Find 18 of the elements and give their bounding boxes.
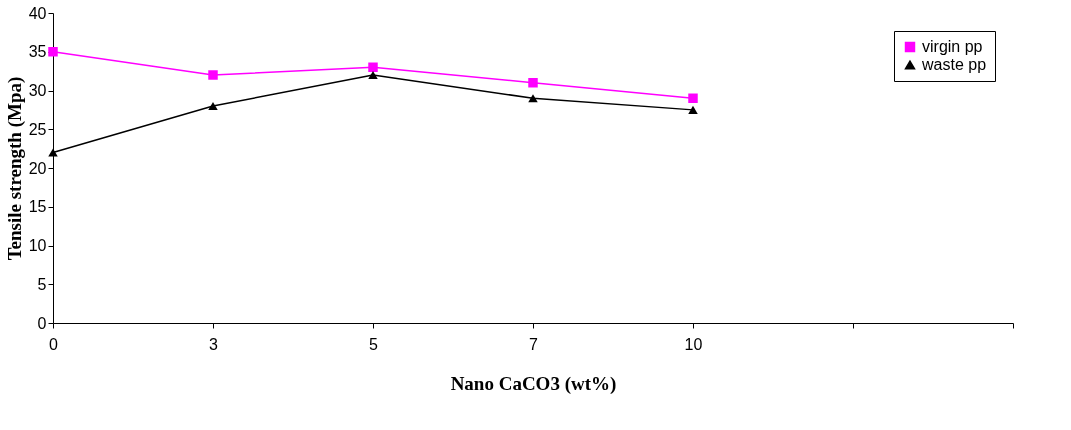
y-tick-label: 15 bbox=[28, 198, 47, 216]
y-tick-label: 5 bbox=[37, 275, 47, 293]
x-tick-label: 10 bbox=[684, 335, 703, 353]
x-axis-title: Nano CaCO3 (wt%) bbox=[450, 372, 617, 395]
y-tick-label: 20 bbox=[28, 159, 47, 177]
x-tick-label: 3 bbox=[209, 335, 219, 353]
y-tick-label: 10 bbox=[28, 237, 47, 254]
y-tick-label: 35 bbox=[28, 43, 47, 61]
y-tick-label: 30 bbox=[28, 82, 47, 99]
y-tick-label: 25 bbox=[28, 120, 47, 138]
x-tick-label: 5 bbox=[369, 335, 379, 353]
y-tick-label: 40 bbox=[28, 4, 47, 22]
legend-label: virgin pp bbox=[922, 38, 983, 55]
x-tick-label: 7 bbox=[529, 335, 539, 353]
y-axis-title: Tensile strength (Mpa) bbox=[3, 76, 26, 261]
y-tick-label: 0 bbox=[37, 314, 47, 332]
x-tick-label: 0 bbox=[49, 335, 59, 353]
legend-label: waste pp bbox=[921, 56, 987, 73]
